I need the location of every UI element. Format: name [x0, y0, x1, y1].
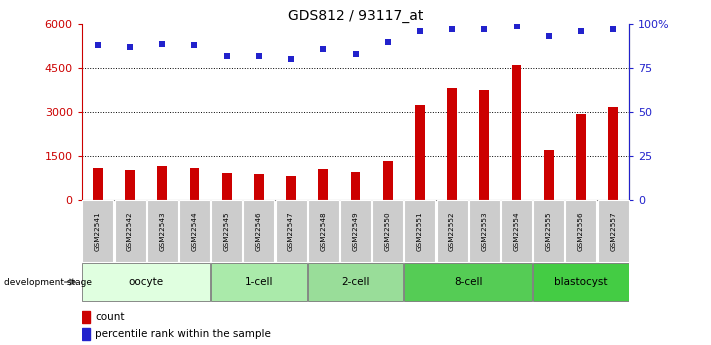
Bar [287, 176, 296, 200]
Bar [576, 114, 586, 200]
Point [415, 28, 426, 34]
Text: GSM22549: GSM22549 [353, 211, 358, 251]
FancyBboxPatch shape [501, 200, 532, 262]
Bar [609, 107, 618, 200]
Text: GSM22554: GSM22554 [513, 211, 520, 251]
Text: GSM22557: GSM22557 [610, 211, 616, 251]
Text: GSM22545: GSM22545 [224, 211, 230, 251]
Text: GSM22551: GSM22551 [417, 211, 423, 251]
Point [92, 42, 104, 48]
Text: percentile rank within the sample: percentile rank within the sample [95, 329, 271, 339]
FancyBboxPatch shape [179, 200, 210, 262]
Text: GSM22550: GSM22550 [385, 211, 391, 251]
Bar [544, 150, 554, 200]
Point [253, 53, 264, 59]
FancyBboxPatch shape [276, 200, 306, 262]
Point [189, 42, 201, 48]
FancyBboxPatch shape [211, 263, 306, 301]
Text: GSM22553: GSM22553 [481, 211, 487, 251]
Bar [479, 90, 489, 200]
Point [382, 39, 393, 45]
Text: oocyte: oocyte [129, 277, 164, 287]
FancyBboxPatch shape [405, 263, 532, 301]
Text: GSM22547: GSM22547 [288, 211, 294, 251]
FancyBboxPatch shape [82, 263, 210, 301]
Bar [82, 328, 90, 340]
Text: 8-cell: 8-cell [454, 277, 483, 287]
Point [156, 41, 168, 46]
Bar [157, 166, 167, 200]
Text: GSM22548: GSM22548 [320, 211, 326, 251]
FancyBboxPatch shape [565, 200, 597, 262]
Text: GSM22543: GSM22543 [159, 211, 165, 251]
Text: development stage: development stage [4, 277, 92, 287]
Text: GSM22546: GSM22546 [256, 211, 262, 251]
FancyBboxPatch shape [533, 263, 629, 301]
Point [124, 44, 136, 50]
Text: 2-cell: 2-cell [341, 277, 370, 287]
Bar [93, 168, 102, 200]
Bar [319, 169, 328, 200]
Bar [190, 168, 199, 200]
Text: blastocyst: blastocyst [554, 277, 608, 287]
Point [221, 53, 232, 59]
Text: 1-cell: 1-cell [245, 277, 273, 287]
Text: GSM22556: GSM22556 [578, 211, 584, 251]
Bar [222, 173, 232, 200]
Point [285, 57, 296, 62]
Point [350, 51, 361, 57]
Point [318, 46, 329, 51]
FancyBboxPatch shape [469, 200, 500, 262]
Point [607, 27, 619, 32]
Text: GSM22544: GSM22544 [191, 211, 198, 251]
Point [479, 27, 490, 32]
FancyBboxPatch shape [114, 200, 146, 262]
FancyBboxPatch shape [340, 200, 371, 262]
Point [510, 23, 522, 29]
Bar [447, 88, 457, 200]
FancyBboxPatch shape [243, 200, 274, 262]
Title: GDS812 / 93117_at: GDS812 / 93117_at [288, 9, 423, 23]
FancyBboxPatch shape [437, 200, 468, 262]
Text: count: count [95, 312, 124, 322]
FancyBboxPatch shape [211, 200, 242, 262]
Bar [512, 65, 521, 200]
Text: GSM22555: GSM22555 [546, 211, 552, 251]
Bar [415, 105, 424, 200]
Point [575, 28, 587, 34]
Bar [254, 174, 264, 200]
Point [543, 34, 555, 39]
FancyBboxPatch shape [373, 200, 403, 262]
FancyBboxPatch shape [146, 200, 178, 262]
Bar [125, 170, 135, 200]
FancyBboxPatch shape [533, 200, 565, 262]
Text: GSM22552: GSM22552 [449, 211, 455, 251]
Text: GSM22542: GSM22542 [127, 211, 133, 251]
FancyBboxPatch shape [308, 263, 403, 301]
Bar [351, 172, 360, 200]
FancyBboxPatch shape [82, 200, 113, 262]
Bar [383, 161, 392, 200]
FancyBboxPatch shape [405, 200, 435, 262]
Point [447, 27, 458, 32]
FancyBboxPatch shape [598, 200, 629, 262]
Text: GSM22541: GSM22541 [95, 211, 101, 251]
FancyBboxPatch shape [308, 200, 338, 262]
Bar [82, 310, 90, 323]
